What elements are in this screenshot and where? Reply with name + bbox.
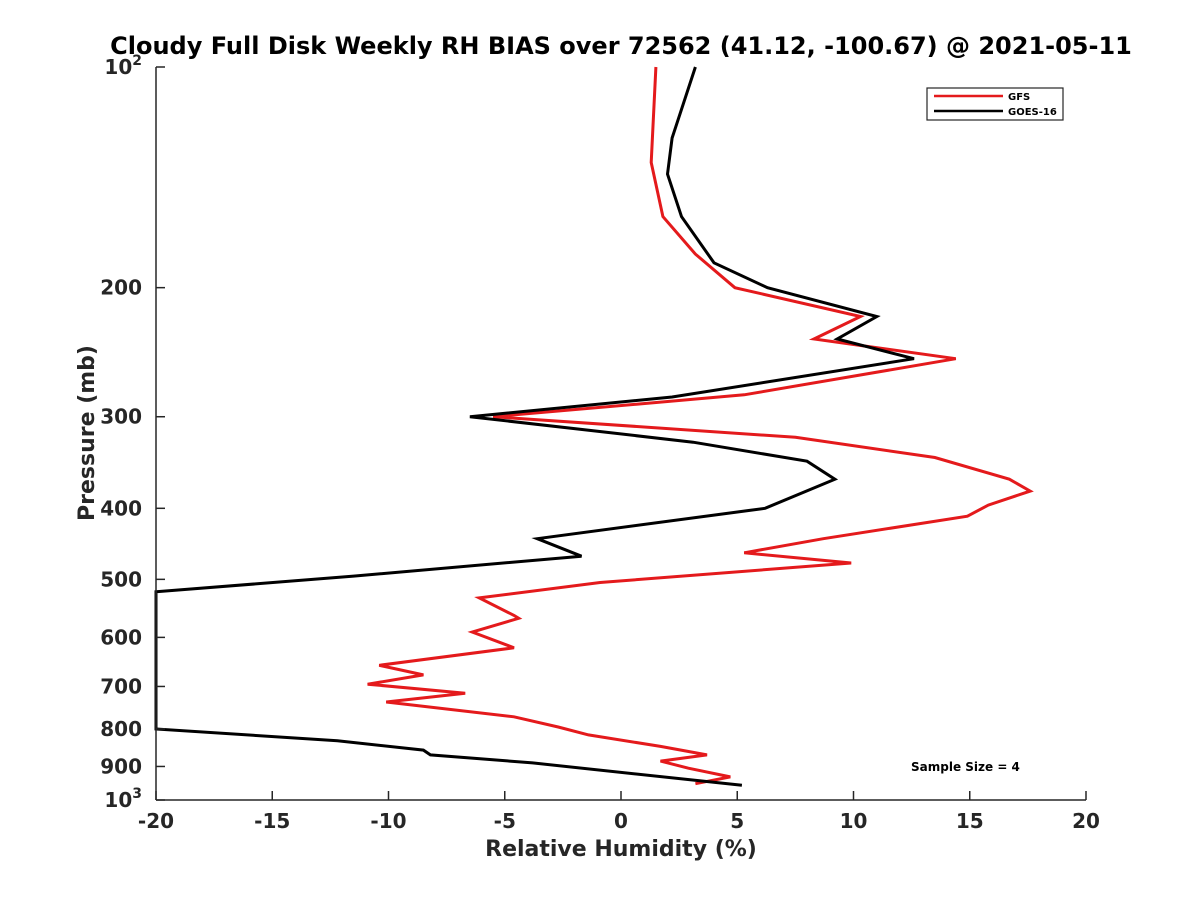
x-axis-label: Relative Humidity (%) bbox=[485, 837, 757, 862]
y-tick-label: 200 bbox=[100, 276, 142, 300]
sample-size-annotation: Sample Size = 4 bbox=[911, 760, 1020, 774]
y-tick-label: 102 bbox=[104, 53, 142, 79]
y-tick-label: 700 bbox=[100, 674, 142, 698]
x-ticks: -20 -15 -10 -5 0 5 10 15 20 bbox=[138, 791, 1100, 833]
legend-entry-gfs: GFS bbox=[934, 92, 1030, 103]
y-tick-label: 600 bbox=[100, 625, 142, 649]
y-tick-label: 103 bbox=[104, 786, 142, 812]
plot-lines bbox=[154, 66, 1034, 787]
x-tick-label: 10 bbox=[840, 809, 868, 833]
legend-entry-goes16: GOES-16 bbox=[934, 107, 1057, 118]
y-axis-label: Pressure (mb) bbox=[75, 345, 100, 521]
series-line-gfs bbox=[367, 66, 1034, 786]
y-tick-label: 500 bbox=[100, 567, 142, 591]
x-tick-label: 20 bbox=[1072, 809, 1100, 833]
y-ticks: 102 200 300 400 500 600 700 800 900 103 bbox=[100, 53, 165, 812]
legend: GFS GOES-16 bbox=[926, 87, 1064, 121]
legend-label-goes16: GOES-16 bbox=[1008, 107, 1057, 118]
legend-label-gfs: GFS bbox=[1008, 92, 1030, 103]
x-tick-label: -15 bbox=[254, 809, 290, 833]
y-tick-label: 800 bbox=[100, 717, 142, 741]
x-tick-label: -20 bbox=[138, 809, 174, 833]
x-tick-label: -10 bbox=[370, 809, 406, 833]
y-tick-label: 300 bbox=[100, 405, 142, 429]
x-tick-label: 5 bbox=[730, 809, 744, 833]
x-tick-label: -5 bbox=[494, 809, 516, 833]
chart-title: Cloudy Full Disk Weekly RH BIAS over 725… bbox=[110, 32, 1132, 60]
y-tick-label: 900 bbox=[100, 754, 142, 778]
x-tick-label: 15 bbox=[956, 809, 984, 833]
series-line-goes16 bbox=[154, 66, 915, 787]
x-tick-label: 0 bbox=[614, 809, 628, 833]
legend-box bbox=[926, 87, 1064, 121]
y-tick-label: 400 bbox=[100, 496, 142, 520]
